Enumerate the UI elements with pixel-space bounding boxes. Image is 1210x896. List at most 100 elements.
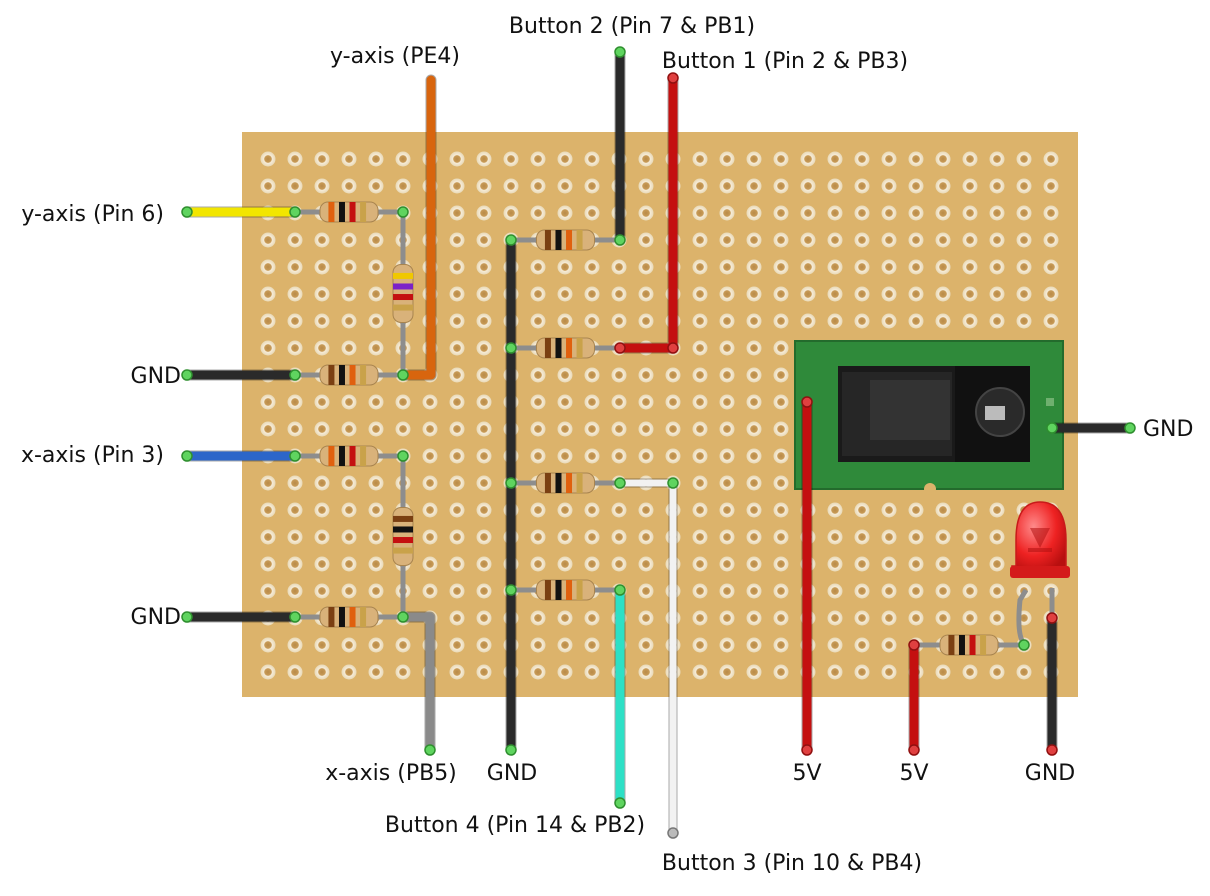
board-hole	[476, 637, 492, 653]
board-hole	[476, 178, 492, 194]
board-hole	[881, 556, 897, 572]
resistor-icon	[508, 472, 623, 494]
board-hole	[719, 178, 735, 194]
board-hole	[611, 367, 627, 383]
board-hole	[530, 421, 546, 437]
board-hole	[1043, 286, 1059, 302]
board-hole	[449, 205, 465, 221]
board-hole	[476, 664, 492, 680]
board-hole	[449, 367, 465, 383]
wire-endpoint	[1124, 422, 1136, 434]
board-hole	[368, 313, 384, 329]
board-hole	[989, 232, 1005, 248]
board-hole	[449, 259, 465, 275]
board-hole	[557, 313, 573, 329]
board-hole	[962, 556, 978, 572]
board-hole	[908, 286, 924, 302]
label-gnd-left-bottom: GND	[131, 605, 181, 630]
wire-endpoint	[397, 206, 409, 218]
board-hole	[746, 313, 762, 329]
board-hole	[881, 502, 897, 518]
board-hole	[746, 340, 762, 356]
board-hole	[692, 664, 708, 680]
board-hole	[962, 664, 978, 680]
board-hole	[719, 340, 735, 356]
board-hole	[827, 259, 843, 275]
board-hole	[773, 583, 789, 599]
board-hole	[341, 394, 357, 410]
board-hole	[1016, 664, 1032, 680]
board-hole	[584, 259, 600, 275]
board-hole	[1016, 259, 1032, 275]
board-hole	[800, 232, 816, 248]
board-hole	[287, 637, 303, 653]
board-hole	[935, 286, 951, 302]
board-hole	[449, 664, 465, 680]
board-hole	[368, 664, 384, 680]
board-hole	[530, 610, 546, 626]
board-hole	[260, 151, 276, 167]
wire-endpoint	[667, 342, 679, 354]
board-hole	[260, 394, 276, 410]
board-hole	[449, 340, 465, 356]
board-hole	[881, 286, 897, 302]
board-hole	[584, 313, 600, 329]
board-hole	[476, 502, 492, 518]
board-hole	[854, 259, 870, 275]
board-hole	[341, 502, 357, 518]
board-hole	[314, 475, 330, 491]
board-hole	[746, 583, 762, 599]
wire-endpoint	[289, 206, 301, 218]
wire-endpoint	[289, 450, 301, 462]
board-hole	[719, 556, 735, 572]
board-hole	[476, 556, 492, 572]
board-hole	[719, 394, 735, 410]
board-hole	[449, 529, 465, 545]
board-hole	[908, 556, 924, 572]
board-hole	[800, 151, 816, 167]
board-hole	[719, 286, 735, 302]
board-hole	[935, 232, 951, 248]
board-hole	[341, 232, 357, 248]
board-hole	[773, 421, 789, 437]
resistor-icon	[911, 634, 1027, 656]
board-hole	[584, 421, 600, 437]
board-hole	[530, 313, 546, 329]
board-hole	[476, 205, 492, 221]
board-hole	[827, 610, 843, 626]
board-hole	[449, 286, 465, 302]
board-hole	[881, 637, 897, 653]
board-hole	[260, 664, 276, 680]
board-hole	[476, 286, 492, 302]
board-hole	[638, 313, 654, 329]
board-hole	[989, 286, 1005, 302]
wire-endpoint	[181, 450, 193, 462]
board-hole	[584, 529, 600, 545]
resistor-icon	[292, 364, 406, 386]
board-hole	[584, 151, 600, 167]
board-hole	[692, 583, 708, 599]
board-hole	[314, 394, 330, 410]
board-hole	[881, 151, 897, 167]
board-hole	[773, 529, 789, 545]
wire-endpoint	[289, 611, 301, 623]
board-hole	[530, 394, 546, 410]
board-hole	[746, 610, 762, 626]
board-hole	[800, 205, 816, 221]
board-hole	[287, 178, 303, 194]
board-hole	[989, 205, 1005, 221]
board-hole	[854, 637, 870, 653]
board-hole	[908, 205, 924, 221]
board-hole	[881, 529, 897, 545]
board-hole	[287, 502, 303, 518]
power-jack-module	[794, 340, 1064, 495]
board-hole	[611, 394, 627, 410]
board-hole	[827, 151, 843, 167]
board-hole	[719, 259, 735, 275]
board-hole	[962, 178, 978, 194]
board-hole	[773, 205, 789, 221]
board-hole	[341, 421, 357, 437]
board-hole	[962, 502, 978, 518]
wire-endpoint	[801, 396, 813, 408]
